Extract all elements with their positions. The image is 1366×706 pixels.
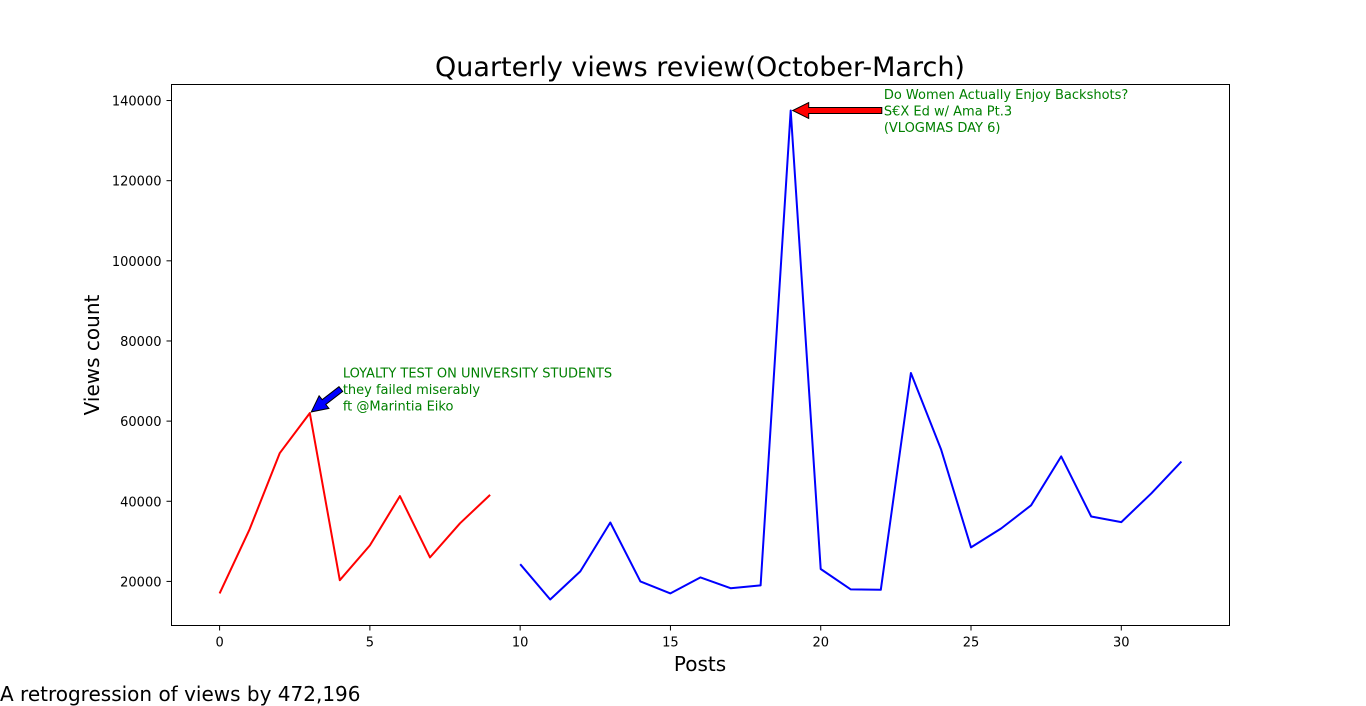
chart-title: Quarterly views review(October-March) xyxy=(435,52,965,83)
y-tick-label: 20000 xyxy=(120,575,161,590)
x-axis-label: Posts xyxy=(674,652,726,676)
axis-ticks: 0 5 10 15 20 25 30 20000 40000 60000 80000 100000 12… xyxy=(112,95,1130,651)
series-line-1 xyxy=(218,412,491,594)
annotations: LOYALTY TEST ON UNIVERSITY STUDENTSthey … xyxy=(310,88,1128,415)
x-tick-label: 5 xyxy=(366,636,374,651)
annotation-text-line: Do Women Actually Enjoy Backshots? xyxy=(884,88,1128,103)
annotation-text-line: they failed miserably xyxy=(343,383,481,398)
y-tick-label: 140000 xyxy=(112,95,162,110)
annotation-1: LOYALTY TEST ON UNIVERSITY STUDENTSthey … xyxy=(310,367,612,415)
x-tick-label: 15 xyxy=(662,636,679,651)
x-tick-label: 0 xyxy=(215,636,223,651)
y-tick-label: 60000 xyxy=(120,415,161,430)
annotation-text-line: S€X Ed w/ Ama Pt.3 xyxy=(884,104,1012,119)
plot-area xyxy=(218,109,1183,601)
y-axis-label: Views count xyxy=(80,295,104,416)
x-tick-label: 10 xyxy=(512,636,529,651)
axes-frame xyxy=(171,84,1230,626)
annotation-text-line: (VLOGMAS DAY 6) xyxy=(884,121,1001,136)
annotation-arrow xyxy=(310,386,344,413)
series-line-2 xyxy=(519,109,1183,601)
x-tick-label: 25 xyxy=(963,636,980,651)
annotation-arrow xyxy=(791,101,883,120)
y-tick-label: 80000 xyxy=(120,335,161,350)
footer-note: A retrogression of views by 472,196 xyxy=(0,682,361,706)
x-tick-label: 30 xyxy=(1113,636,1130,651)
annotation-2: Do Women Actually Enjoy Backshots?S€X Ed… xyxy=(791,88,1128,136)
y-tick-label: 100000 xyxy=(112,255,162,270)
annotation-text-line: LOYALTY TEST ON UNIVERSITY STUDENTS xyxy=(343,367,612,382)
x-tick-label: 20 xyxy=(812,636,829,651)
y-tick-label: 40000 xyxy=(120,495,161,510)
annotation-text-line: ft @Marintia Eiko xyxy=(343,400,454,415)
y-tick-label: 120000 xyxy=(112,175,162,190)
